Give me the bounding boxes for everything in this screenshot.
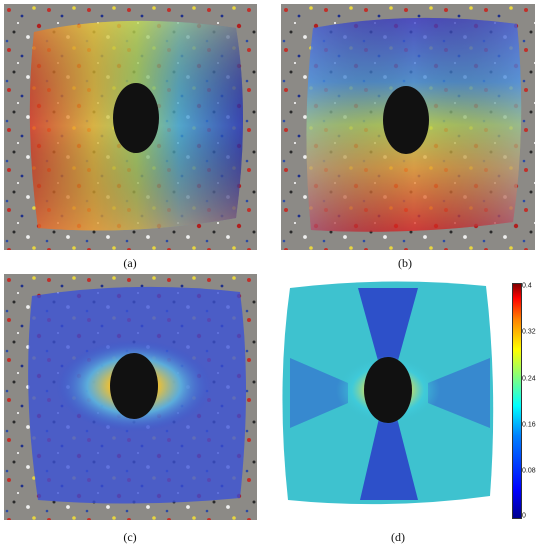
colorbar-tick: 0.32 <box>522 328 536 336</box>
caption-d: (d) <box>391 530 405 544</box>
panel-c: (c) <box>4 274 257 544</box>
colorbar-tick: 0.16 <box>522 421 536 429</box>
colorbar-tick: 0.24 <box>522 375 536 383</box>
strain-map-a <box>4 4 257 250</box>
caption-b: (b) <box>398 256 412 270</box>
strain-map-b <box>281 4 535 250</box>
panel-a: (a) <box>4 4 257 270</box>
strain-map-d <box>278 278 498 518</box>
panel-b: (b) <box>281 4 535 270</box>
colorbar-tick: 0 <box>522 512 526 520</box>
colorbar-tick: 0.4 <box>522 282 532 290</box>
colorbar-tick: 0.08 <box>522 467 536 475</box>
caption-a: (a) <box>123 256 137 270</box>
colorbar: 0.4 0.32 0.24 0.16 0.08 0 <box>500 282 536 520</box>
caption-c: (c) <box>123 530 137 544</box>
panel-d: (d) <box>278 278 498 544</box>
strain-map-c <box>4 274 257 520</box>
colorbar-gradient <box>512 283 522 519</box>
